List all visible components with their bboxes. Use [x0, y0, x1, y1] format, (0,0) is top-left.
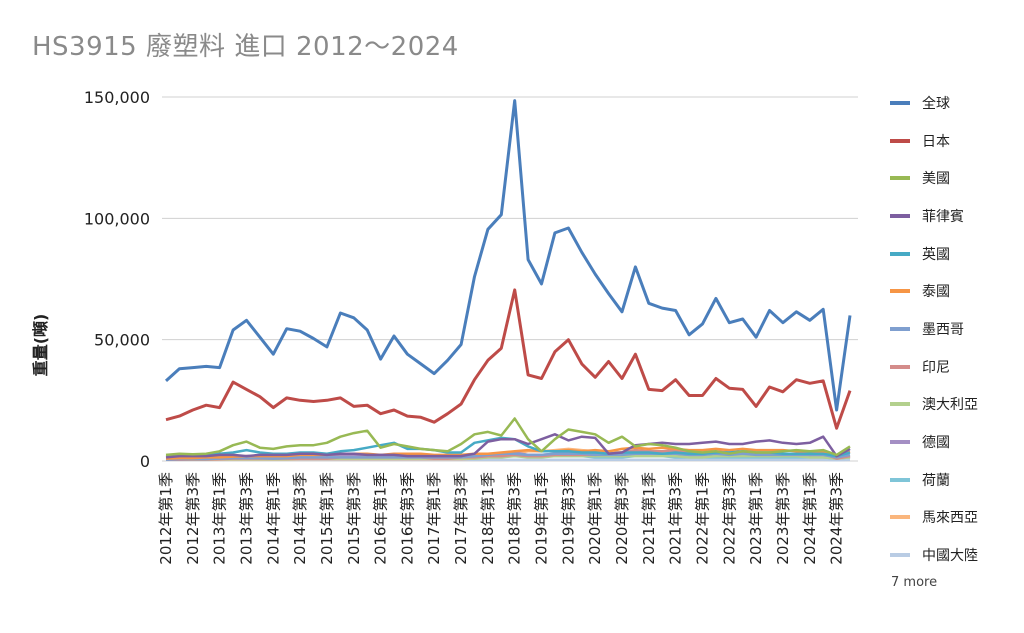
legend-label: 荷蘭	[922, 472, 950, 489]
legend-label: 中國大陸	[922, 548, 978, 565]
x-tick-label: 2016年第3季	[398, 472, 416, 565]
legend-swatch	[890, 553, 910, 558]
legend-label: 菲律賓	[922, 208, 964, 225]
x-tick-label: 2023年第1季	[747, 472, 765, 565]
x-tick-label: 2014年第3季	[291, 472, 309, 565]
series-line	[165, 288, 852, 430]
x-tick-label: 2020年第1季	[586, 472, 604, 565]
legend-swatch	[890, 138, 910, 143]
legend-swatch	[890, 100, 910, 105]
legend-item[interactable]: 中國大陸	[890, 536, 1020, 574]
legend-item[interactable]: 菲律賓	[890, 197, 1020, 235]
x-tick-label: 2016年第1季	[372, 472, 390, 565]
legend-label: 墨西哥	[922, 321, 964, 338]
legend-item[interactable]: 德國	[890, 423, 1020, 461]
x-tick-label: 2012年第3季	[184, 472, 202, 565]
x-tick-label: 2017年第3季	[452, 472, 470, 565]
legend-label: 日本	[922, 133, 950, 150]
y-tick-label: 0	[140, 452, 150, 471]
series-line	[164, 99, 852, 412]
legend-more-button[interactable]: 7 more	[891, 575, 938, 590]
legend-item[interactable]: 日本	[890, 122, 1020, 160]
legend-item[interactable]: 澳大利亞	[890, 386, 1020, 424]
legend-item[interactable]: 英國	[890, 235, 1020, 273]
y-tick-label: 150,000	[84, 88, 150, 107]
legend-swatch	[890, 364, 910, 369]
x-tick-label: 2015年第1季	[318, 472, 336, 565]
legend-swatch	[890, 515, 910, 520]
chart-title: HS3915 廢塑料 進口 2012～2024	[32, 32, 459, 62]
legend-swatch	[890, 440, 910, 445]
legend-swatch	[890, 289, 910, 294]
legend-label: 泰國	[922, 284, 950, 301]
x-tick-label: 2017年第1季	[425, 472, 443, 565]
legend-swatch	[890, 326, 910, 331]
legend-item[interactable]: 泰國	[890, 272, 1020, 310]
x-axis-ticks: 2012年第1季 2012年第3季 2013年第1季 2013年第3季 2014年第1季…	[157, 472, 846, 565]
legend-item[interactable]: 印尼	[890, 348, 1020, 386]
legend-label: 德國	[922, 435, 950, 452]
x-tick-label: 2024年第3季	[828, 472, 846, 565]
x-tick-label: 2022年第3季	[720, 472, 738, 565]
y-axis-label: 重量(噸)	[31, 314, 50, 377]
legend-item[interactable]: 全球	[890, 84, 1020, 122]
x-tick-label: 2019年第1季	[533, 472, 551, 565]
legend-label: 印尼	[922, 359, 950, 376]
x-tick-label: 2024年第1季	[801, 472, 819, 565]
legend-swatch	[890, 213, 910, 218]
x-tick-label: 2015年第3季	[345, 472, 363, 565]
legend-label: 馬來西亞	[922, 510, 978, 527]
legend-swatch	[890, 477, 910, 482]
x-tick-label: 2020年第3季	[613, 472, 631, 565]
series-line	[165, 417, 851, 457]
x-tick-label: 2023年第3季	[774, 472, 792, 565]
series-line	[165, 452, 851, 462]
y-tick-label: 50,000	[94, 331, 150, 350]
legend-swatch	[890, 402, 910, 407]
series-lines	[164, 99, 852, 462]
legend-item[interactable]: 馬來西亞	[890, 499, 1020, 537]
x-tick-label: 2019年第3季	[559, 472, 577, 565]
legend-item[interactable]: 墨西哥	[890, 310, 1020, 348]
x-tick-label: 2021年第3季	[667, 472, 685, 565]
legend-label: 澳大利亞	[922, 397, 978, 414]
legend-label: 英國	[922, 246, 950, 263]
legend-item[interactable]: 美國	[890, 159, 1020, 197]
y-axis-ticks: 0 50,000 100,000 150,000	[84, 88, 150, 471]
x-tick-label: 2014年第1季	[264, 472, 282, 565]
legend-label: 全球	[922, 95, 950, 112]
legend-swatch	[890, 176, 910, 181]
series-line	[165, 433, 851, 459]
x-tick-label: 2021年第1季	[640, 472, 658, 565]
legend-label: 美國	[922, 171, 950, 188]
legend-item[interactable]: 荷蘭	[890, 461, 1020, 499]
x-tick-label: 2013年第1季	[211, 472, 229, 565]
x-tick-label: 2013年第3季	[238, 472, 256, 565]
x-tick-label: 2022年第1季	[694, 472, 712, 565]
x-tick-label: 2018年第3季	[506, 472, 524, 565]
legend-swatch	[890, 251, 910, 256]
y-tick-label: 100,000	[84, 209, 150, 228]
x-tick-label: 2012年第1季	[157, 472, 175, 565]
x-tick-label: 2018年第1季	[479, 472, 497, 565]
chart-legend: 全球日本美國菲律賓英國泰國墨西哥印尼澳大利亞德國荷蘭馬來西亞中國大陸	[890, 84, 1020, 574]
